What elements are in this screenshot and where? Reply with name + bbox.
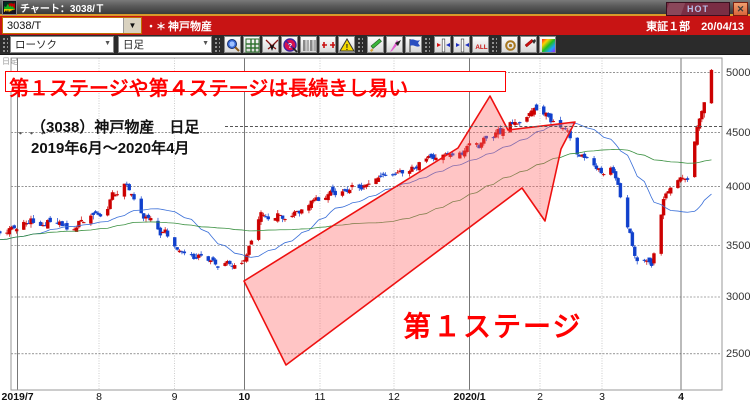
- svg-text:ALL: ALL: [475, 44, 487, 51]
- svg-text:!: !: [346, 43, 349, 52]
- svg-text:?: ?: [288, 43, 292, 50]
